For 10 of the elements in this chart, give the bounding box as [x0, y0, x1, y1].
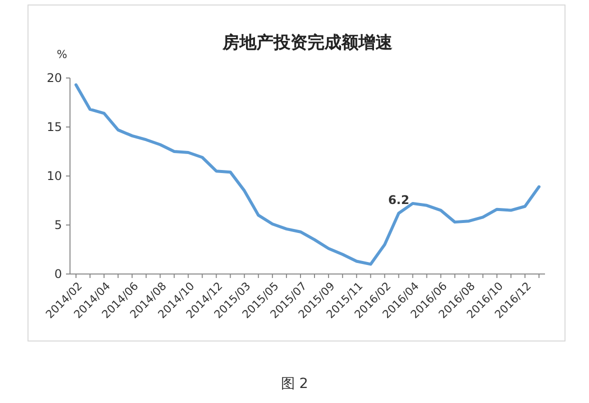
y-tick-label: 0 [54, 267, 62, 282]
y-tick-label: 10 [46, 169, 62, 184]
y-tick-label: 15 [46, 120, 62, 134]
caption: 图 2 [280, 376, 308, 392]
chart-title: 房地产投资完成额增速 [222, 33, 392, 53]
data-label: 6.2 [388, 193, 410, 208]
y-tick-label: 5 [54, 218, 62, 232]
y-axis-title: % [56, 48, 68, 61]
line-series [74, 83, 540, 266]
y-tick-label: 20 [46, 71, 62, 86]
